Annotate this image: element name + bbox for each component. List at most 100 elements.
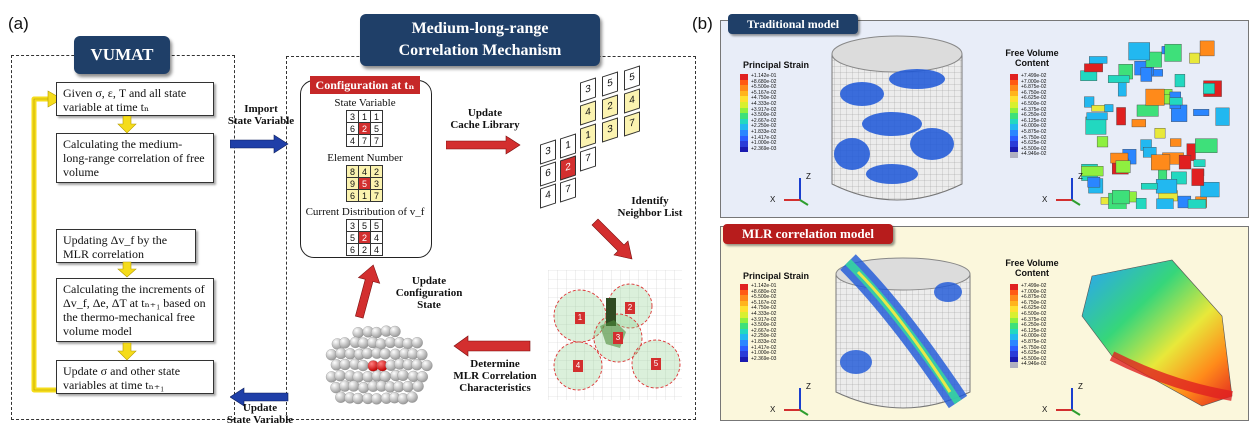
fv-legend-value: +7.499e-02 [1021,283,1047,289]
fv-block [1087,177,1101,188]
fv-legend-row: +6.375e-02 [1010,107,1046,114]
distribution-label: Current Distribution of v_f [305,206,425,218]
strain-legend-swatch [740,328,748,335]
fv-legend-swatch [1010,146,1018,153]
strain-legend-swatch [740,306,748,312]
vumat-step-2: Calculating the medium-long-range correl… [56,133,214,183]
mlr-fv-legend-title: Free Volume Content [1005,258,1059,278]
fv-legend-value: +7.499e-02 [1021,73,1047,79]
strain-legend-swatch [740,96,748,102]
strain-legend-value: +8.680e-02 [751,78,777,85]
strain-legend-swatch [740,79,748,86]
fv-block [1096,136,1109,148]
fv-legend-row: +6.250e-02 [1010,113,1046,119]
fv-legend-row: +5.875e-02 [1010,129,1046,136]
fv-legend-row: +5.500e-02 [1010,145,1047,153]
strain-legend-swatch [740,339,748,346]
fv-legend-swatch [1010,328,1018,335]
fv-legend-value: +6.000e-02 [1021,333,1047,340]
fv-block [1191,168,1205,186]
axis-x-2: X [1042,195,1048,204]
fv-legend-value: +6.500e-02 [1021,310,1047,317]
update-cache-label: Update Cache Library [450,107,520,131]
strain-legend-swatch [740,289,748,296]
strain-legend-value: +4.333e-02 [751,100,777,107]
update-configuration-label: Update Configuration State [395,275,463,311]
strain-legend-value: +1.833e-02 [751,338,777,345]
fv-block [1131,119,1146,128]
fv-block [1203,83,1215,95]
strain-legend-value: +5.500e-02 [751,84,777,91]
fv-legend-swatch [1010,289,1018,296]
strain-legend-swatch [740,317,748,324]
strain-legend-value: +1.417e-02 [751,344,777,351]
strain-legend-row: +4.750e-02 [740,306,776,312]
fv-legend-value: +5.625e-02 [1021,350,1047,357]
strain-legend-swatch [740,90,748,97]
strain-legend-value: +2.369e-03 [751,355,777,362]
gray-atom [402,380,414,393]
fv-legend-swatch [1010,124,1018,130]
strain-legend-value: +1.142e-01 [751,283,777,289]
strain-legend-row: +1.417e-02 [740,135,776,142]
strain-legend-value: +8.680e-02 [751,288,777,295]
strain-legend-swatch [740,118,748,125]
mlr-fv-legend: +7.499e-02 +7.000e-02 +6.875e-02 +6.750e-02… [1010,283,1047,368]
fv-legend-swatch [1010,118,1018,125]
vumat-step-5: Update σ and other state variables at ti… [56,360,214,394]
fv-legend-value: +5.500e-02 [1021,145,1047,152]
gray-atom [371,393,383,405]
strain-legend-value: +4.333e-02 [751,310,777,317]
fv-block [1169,97,1183,106]
axes-triad-3 [784,388,809,416]
traditional-model-title: Traditional model [728,14,858,34]
strain-legend-value: +3.500e-02 [751,322,777,329]
strain-legend-swatch [740,345,748,352]
identify-neighbor-arrow [591,218,633,260]
fv-block [1155,179,1178,194]
fv-legend-row: +7.499e-02 [1010,283,1047,290]
fv-block [1164,43,1182,62]
strain-legend-swatch [740,129,748,136]
strain-legend-row: +1.417e-02 [740,344,777,352]
fv-block [1081,166,1104,177]
strain-legend-value: +3.500e-02 [751,112,777,119]
neighbor-2: 2 [625,302,635,314]
fv-legend-swatch [1010,339,1018,346]
fv-block [1135,198,1147,209]
vumat-down-arrows [117,116,137,361]
update-configuration-arrow [355,264,381,319]
gray-atom [389,348,402,360]
gray-atom [416,349,428,361]
axis-x-1: X [770,195,776,204]
strain-legend-value: +2.250e-02 [751,333,777,340]
fv-legend-swatch [1010,345,1018,352]
strain-legend-value: +4.750e-02 [751,305,777,312]
fv-block [1089,56,1108,64]
axes-triad-2 [1056,178,1081,206]
strain-legend-swatch [740,334,748,340]
fv-legend-value: +7.000e-02 [1021,288,1047,295]
strain-legend-row: +3.917e-02 [740,107,776,114]
panel-label-b: (b) [692,14,713,33]
strain-legend-row: +1.142e-01 [740,283,777,290]
strain-legend-row: +1.000e-02 [740,141,776,147]
strain-legend-value: +1.000e-02 [751,140,777,147]
fv-block [1080,70,1098,81]
strain-legend-swatch [740,135,748,142]
fv-legend-value: +6.500e-02 [1021,100,1047,107]
fv-legend-row: +6.750e-02 [1010,300,1046,307]
fv-block [1189,52,1200,64]
mlr-strain-legend: +1.142e-01 +8.680e-02 +5.500e-02 +5.167e-02… [740,283,777,363]
gray-atom [389,325,401,338]
strain-legend-row: +8.680e-02 [740,78,777,86]
fv-legend-swatch [1010,107,1018,114]
fv-legend-row: +6.250e-02 [1010,323,1046,329]
fv-legend-value: +6.125e-02 [1021,327,1047,334]
fv-legend-swatch [1010,85,1018,91]
strain-legend-value: +5.167e-02 [751,89,777,96]
gray-atom [411,337,423,349]
fv-legend-row: +6.625e-02 [1010,306,1046,312]
gray-atom [357,359,369,372]
